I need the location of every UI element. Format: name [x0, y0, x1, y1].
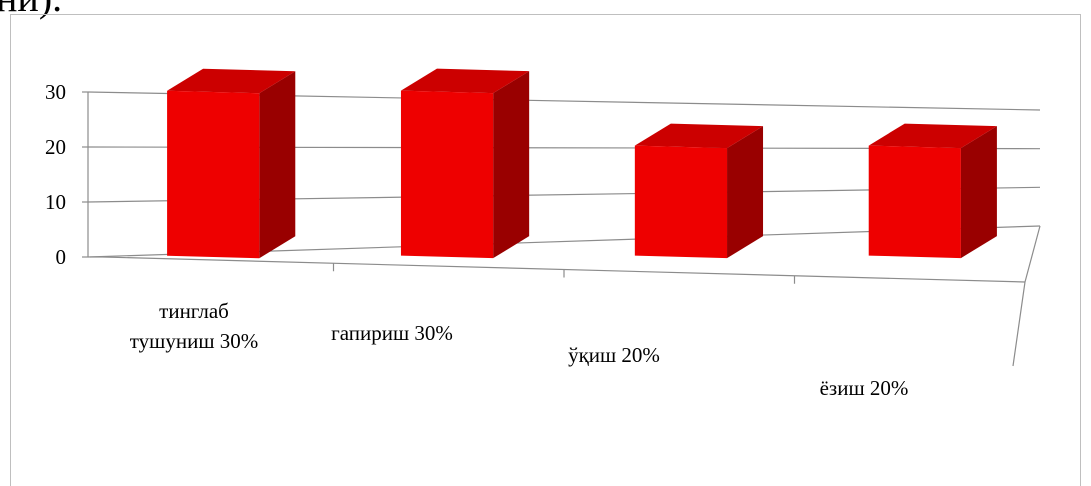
page-title-fragment: ни). — [0, 0, 62, 18]
bar-side-3 — [960, 126, 997, 259]
y-tick-label: 10 — [45, 190, 66, 214]
bar-0 — [167, 90, 260, 259]
x-category-label: тинглаб тушуниш 30% — [130, 299, 258, 353]
x-category-label: ўқиш 20% — [568, 343, 660, 367]
bar-2 — [634, 145, 728, 259]
bar-side-2 — [727, 126, 764, 259]
y-tick-label: 30 — [45, 80, 66, 104]
floor-right-edge — [1024, 225, 1041, 283]
x-category-label: гапириш 30% — [331, 321, 453, 345]
y-tick-label: 20 — [45, 135, 66, 159]
bar-1 — [400, 90, 494, 259]
bar-top-2 — [634, 123, 764, 149]
x-category-label: ёзиш 20% — [820, 376, 909, 400]
chart-frame — [10, 14, 1081, 486]
y-tick-label: 0 — [56, 245, 67, 269]
bar-top-0 — [167, 68, 296, 94]
bar-top-3 — [868, 123, 997, 149]
floor-right-skirt — [1012, 281, 1026, 367]
bar-3 — [868, 145, 961, 259]
bar-top-1 — [400, 68, 530, 94]
bar-side-0 — [259, 71, 296, 259]
bar-side-1 — [493, 71, 530, 259]
